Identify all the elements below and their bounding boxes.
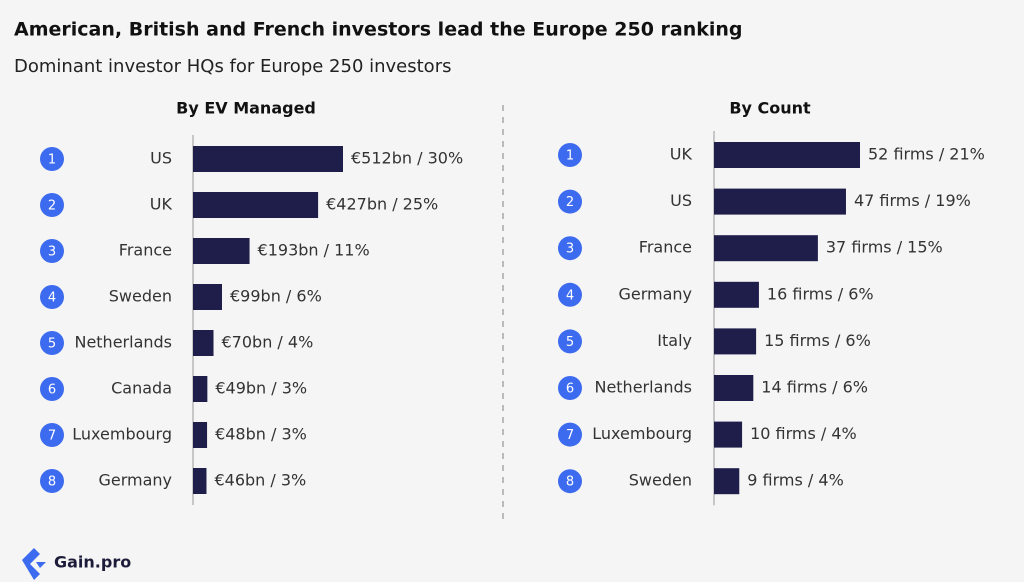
rank-label: 8	[48, 475, 56, 490]
category-label: Luxembourg	[592, 424, 692, 443]
rank-label: 1	[566, 149, 574, 164]
value-label: €70bn / 4%	[222, 333, 314, 352]
category-label: UK	[150, 195, 173, 214]
rank-label: 8	[566, 475, 574, 490]
rank-label: 1	[48, 153, 56, 168]
category-label: Sweden	[109, 287, 172, 306]
category-label: Netherlands	[74, 333, 172, 352]
bar	[714, 421, 743, 448]
rank-badge	[40, 377, 64, 401]
chart-title: By Count	[729, 99, 811, 118]
subtitle: Dominant investor HQs for Europe 250 inv…	[14, 56, 451, 77]
rank-label: 3	[566, 242, 574, 257]
brand: Gain.pro	[54, 553, 131, 572]
rank-badge	[558, 376, 582, 400]
title: American, British and French investors l…	[14, 19, 743, 41]
value-label: €48bn / 3%	[215, 425, 307, 444]
bar	[193, 238, 250, 264]
bar	[193, 284, 223, 310]
value-label: 52 firms / 21%	[868, 145, 985, 164]
category-label: Germany	[98, 471, 172, 490]
value-label: €193bn / 11%	[258, 241, 370, 260]
rank-badge	[558, 469, 582, 494]
rank-badge	[40, 193, 64, 217]
value-label: €49bn / 3%	[215, 379, 307, 398]
value-label: 37 firms / 15%	[826, 238, 943, 257]
bar	[714, 281, 759, 308]
value-label: €427bn / 25%	[326, 195, 438, 214]
bar	[193, 330, 214, 356]
rank-badge	[558, 329, 582, 354]
chart-title: By EV Managed	[176, 99, 316, 118]
rank-label: 6	[48, 383, 56, 398]
rank-label: 5	[566, 335, 574, 350]
category-label: Italy	[657, 331, 692, 350]
category-label: Germany	[618, 284, 692, 303]
value-label: 47 firms / 19%	[854, 191, 971, 210]
bar	[193, 422, 208, 448]
bar	[714, 375, 754, 401]
value-label: €46bn / 3%	[214, 471, 306, 490]
rank-label: 2	[48, 199, 56, 214]
rank-badge	[40, 331, 64, 355]
rank-label: 3	[48, 245, 56, 260]
bar	[714, 142, 860, 168]
rank-badge	[558, 282, 582, 307]
rank-badge	[558, 422, 582, 447]
category-label: Netherlands	[594, 378, 692, 397]
rank-badge	[558, 189, 582, 214]
rank-label: 6	[566, 382, 574, 397]
bar	[193, 146, 343, 172]
rank-badge	[558, 143, 582, 167]
value-label: 15 firms / 6%	[764, 331, 871, 350]
bar	[714, 328, 757, 355]
value-label: 10 firms / 4%	[750, 424, 857, 443]
category-label: Luxembourg	[72, 425, 172, 444]
rank-badge	[40, 147, 64, 171]
bar	[193, 192, 319, 218]
bar	[714, 235, 818, 262]
logo	[22, 548, 46, 580]
rank-badge	[40, 239, 64, 263]
bar	[193, 468, 207, 494]
rank-label: 7	[48, 429, 56, 444]
rank-label: 5	[48, 337, 56, 352]
rank-label: 4	[48, 291, 56, 306]
rank-badge	[40, 423, 64, 447]
value-label: 14 firms / 6%	[761, 378, 868, 397]
rank-label: 2	[566, 195, 574, 210]
value-label: 9 firms / 4%	[747, 471, 844, 490]
value-label: 16 firms / 6%	[767, 284, 874, 303]
category-label: US	[670, 191, 692, 210]
category-label: France	[639, 238, 692, 257]
rank-badge	[558, 236, 582, 261]
rank-label: 7	[566, 428, 574, 443]
bar	[714, 188, 846, 215]
rank-badge	[40, 285, 64, 309]
rank-label: 4	[566, 288, 574, 303]
value-label: €512bn / 30%	[351, 149, 463, 168]
value-label: €99bn / 6%	[230, 287, 322, 306]
category-label: Canada	[111, 379, 172, 398]
category-label: UK	[670, 145, 693, 164]
bar	[714, 468, 740, 495]
rank-badge	[40, 469, 64, 493]
category-label: US	[150, 149, 172, 168]
category-label: France	[119, 241, 172, 260]
category-label: Sweden	[629, 471, 692, 490]
bar	[193, 376, 208, 402]
